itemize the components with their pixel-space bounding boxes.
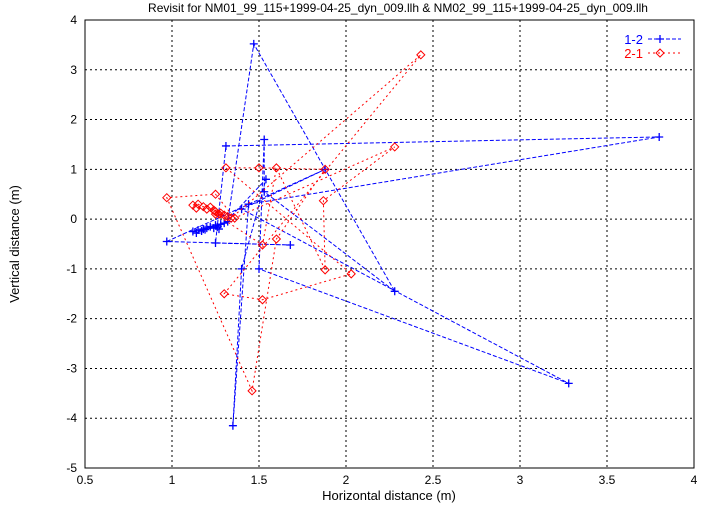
- data-point: [247, 386, 257, 396]
- y-tick-label: -1: [66, 262, 77, 276]
- data-point: [221, 163, 231, 173]
- plot-frame: [84, 19, 695, 469]
- legend-marker: [656, 35, 664, 43]
- x-tick-label: 1.5: [251, 473, 268, 487]
- data-point: [257, 240, 268, 250]
- data-point: [390, 142, 400, 152]
- y-axis-label: Vertical distance (m): [7, 185, 22, 303]
- x-tick-label: 2: [343, 473, 350, 487]
- data-point: [211, 239, 220, 248]
- data-point: [219, 289, 229, 299]
- data-point: [255, 264, 263, 273]
- x-axis-label: Horizontal distance (m): [322, 488, 456, 503]
- data-point: [564, 379, 573, 388]
- data-point: [202, 224, 211, 233]
- x-tick-label: 4: [691, 473, 698, 487]
- data-point: [210, 189, 221, 199]
- series-2-1: [162, 50, 426, 396]
- data-point: [226, 213, 236, 223]
- y-tick-label: 1: [70, 162, 77, 176]
- y-tick-label: 2: [70, 113, 77, 127]
- data-point: [213, 223, 222, 232]
- x-tick-label: 0.5: [77, 473, 94, 487]
- data-point: [228, 421, 237, 430]
- x-tick-label: 2.5: [425, 473, 442, 487]
- data-point: [191, 203, 202, 213]
- data-point: [271, 234, 282, 244]
- legend: 1-22-1: [624, 32, 681, 61]
- data-point: [655, 132, 664, 141]
- data-point: [202, 204, 212, 214]
- series-line-2-1: [166, 54, 422, 393]
- y-tick-label: 0: [70, 212, 77, 226]
- data-point: [249, 39, 258, 48]
- y-tick-label: 3: [70, 63, 77, 77]
- data-point: [197, 227, 206, 236]
- data-point: [257, 295, 268, 305]
- data-point: [201, 225, 210, 234]
- tick-labels: 0.5 1 1.5 2 2.5 3 3.5 4 -5 -4 -3 -2 -1 0 1 2 3 4: [66, 13, 697, 487]
- y-tick-label: -5: [66, 461, 77, 475]
- y-tick-label: -2: [66, 312, 77, 326]
- data-point: [271, 163, 282, 173]
- data-point: [416, 50, 426, 60]
- y-tick-label: -4: [66, 411, 77, 425]
- data-point: [209, 205, 219, 215]
- data-point: [286, 240, 295, 249]
- data-point: [346, 269, 356, 279]
- y-tick-label: 4: [70, 13, 77, 27]
- data-point: [188, 227, 197, 236]
- data-point: [162, 237, 171, 246]
- series-layer: [162, 39, 664, 430]
- data-point: [318, 195, 329, 206]
- x-tick-label: 1: [169, 473, 176, 487]
- data-point: [229, 213, 240, 223]
- data-point: [214, 209, 224, 219]
- data-point: [261, 175, 270, 184]
- data-point: [254, 163, 264, 173]
- data-point: [162, 192, 172, 203]
- data-point: [320, 164, 330, 175]
- series-line-1-2: [166, 42, 660, 426]
- data-point: [209, 224, 218, 233]
- legend-label: 2-1: [624, 46, 643, 61]
- data-point: [214, 225, 223, 234]
- data-point: [193, 199, 203, 209]
- x-tick-label: 3.5: [599, 473, 616, 487]
- series-1-2: [162, 39, 664, 430]
- data-point: [206, 222, 215, 231]
- y-tick-label: -3: [66, 361, 77, 375]
- legend-marker: [655, 48, 665, 58]
- data-point: [390, 287, 399, 296]
- data-point: [320, 265, 330, 275]
- data-point: [260, 135, 269, 144]
- x-tick-label: 3: [517, 473, 524, 487]
- data-point: [237, 264, 246, 273]
- data-point: [221, 141, 230, 150]
- grid: [85, 20, 694, 468]
- data-point: [192, 229, 201, 238]
- data-point: [210, 209, 221, 219]
- legend-label: 1-2: [624, 32, 643, 47]
- chart-title: Revisit for NM01_99_115+1999-04-25_dyn_0…: [148, 1, 648, 15]
- data-point: [244, 200, 253, 209]
